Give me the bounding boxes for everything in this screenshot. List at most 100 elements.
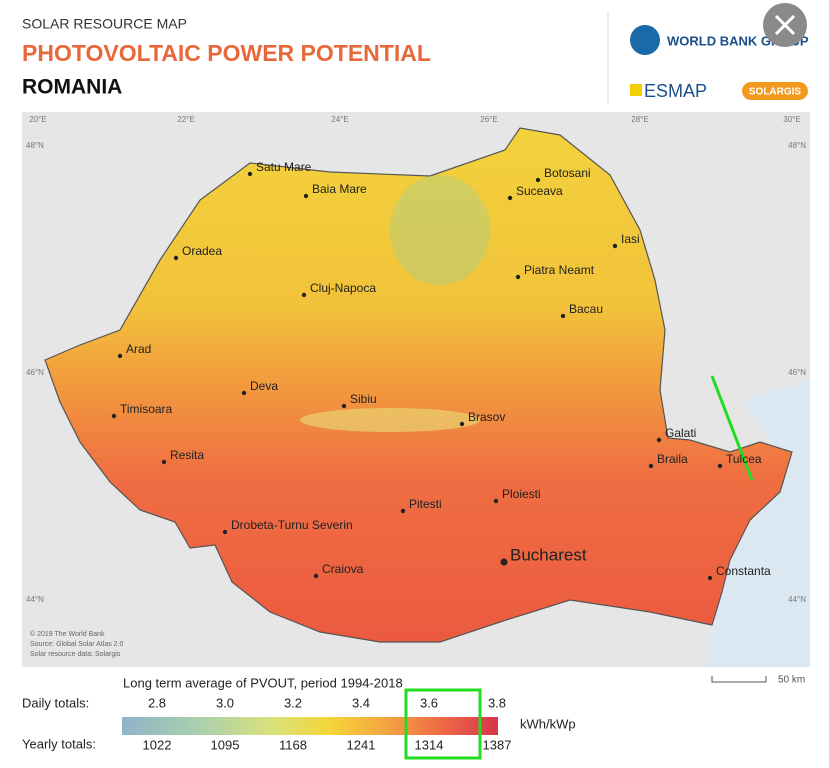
carpathians-green (390, 175, 490, 285)
graticule-label: 24°E (331, 115, 348, 124)
city-dot (500, 558, 508, 566)
romania (44, 127, 793, 643)
graticule-label: 44°N (788, 595, 806, 604)
city-dot (313, 573, 319, 579)
highlight-box (404, 688, 482, 760)
city-label: Ploiesti (502, 487, 541, 501)
legend-values: 2.8 3.0 3.2 3.4 3.6 3.8 1022 1095 1168 1241 1314 13… (143, 695, 512, 752)
city-label: Pitesti (409, 497, 442, 511)
city-dot (507, 195, 513, 201)
credit: © 2019 The World Bank (30, 630, 105, 638)
solargis-badge (742, 82, 808, 100)
color-bar (122, 717, 498, 735)
city-dot (161, 459, 167, 465)
city-dot (117, 353, 123, 359)
daily-value: 3.8 (488, 695, 506, 710)
daily-label: Daily totals: (22, 695, 89, 710)
yearly-value: 1168 (279, 737, 307, 752)
kicker: SOLAR RESOURCE MAP (22, 16, 187, 32)
city-dot (301, 292, 307, 298)
wb-logo-icon (630, 25, 660, 55)
city-label: Satu Mare (256, 160, 312, 174)
city-dot (222, 529, 228, 535)
city-dot (241, 390, 247, 396)
city-label: Sibiu (350, 392, 377, 406)
city-label: Galati (665, 426, 696, 440)
esmap-icon (630, 84, 642, 96)
graticule-label: 48°N (788, 141, 806, 150)
close-icon[interactable] (774, 14, 796, 36)
city-label: Suceava (516, 184, 563, 198)
daily-value: 3.0 (216, 695, 234, 710)
city-dot (493, 498, 499, 504)
city-label: Bucharest (510, 545, 587, 564)
graticule-label: 22°E (177, 115, 194, 124)
daily-value: 3.2 (284, 695, 302, 710)
graticule-label: 26°E (480, 115, 497, 124)
city-dot (341, 403, 347, 409)
city-label: Resita (170, 448, 204, 462)
graticule: 20°E 22°E 24°E 26°E 28°E 30°E 48°N 46°N 44°N 48°N… (26, 115, 806, 604)
city-label: Oradea (182, 244, 222, 258)
city-dot (535, 177, 541, 183)
city-label: Bacau (569, 302, 603, 316)
city-dot (707, 575, 713, 581)
city-label: Drobeta-Turnu Severin (231, 518, 353, 532)
yearly-value: 1022 (143, 737, 172, 752)
yearly-label: Yearly totals: (22, 736, 96, 751)
credit: Source: Global Solar Atlas 2.0 (30, 641, 123, 648)
graticule-label: 48°N (26, 141, 44, 150)
city-dot (560, 313, 566, 319)
daily-value: 3.4 (352, 695, 370, 710)
city-dot (648, 463, 654, 469)
city-dot (247, 171, 253, 177)
logo-solargis: SOLARGIS (749, 87, 802, 98)
daily-value: 2.8 (148, 695, 166, 710)
city-label: Cluj-Napoca (310, 281, 376, 295)
yearly-value: 1387 (483, 737, 512, 752)
graticule-label: 46°N (26, 368, 44, 377)
city-label: Deva (250, 379, 278, 393)
city-dot (612, 243, 618, 249)
graticule-label: 46°N (788, 368, 806, 377)
city-label: Timisoara (120, 402, 173, 416)
city-label: Botosani (544, 166, 591, 180)
scale-bar (711, 676, 767, 683)
city-dot (717, 463, 723, 469)
city-label: Brasov (468, 410, 505, 424)
graticule-label: 20°E (29, 115, 46, 124)
scale-label: 50 km (778, 675, 805, 686)
close-button[interactable] (763, 3, 807, 47)
logo-esmap: ESMAP (644, 81, 707, 101)
city-dot (400, 508, 406, 514)
credit: Solar resource data: Solargis (30, 651, 121, 658)
legend-caption: Long term average of PVOUT, period 1994-… (123, 675, 403, 690)
title: PHOTOVOLTAIC POWER POTENTIAL (22, 40, 431, 66)
city-label: Constanta (716, 564, 771, 578)
city-label: Tulcea (726, 452, 762, 466)
city-label: Baia Mare (312, 182, 367, 196)
city-dot (459, 421, 465, 427)
daily-value: 3.6 (420, 695, 438, 710)
graticule-label: 44°N (26, 595, 44, 604)
fagaras-band (300, 408, 480, 432)
yearly-value: 1095 (211, 737, 240, 752)
annotation-arrow (710, 375, 754, 481)
graticule-label: 30°E (783, 115, 800, 124)
country: ROMANIA (22, 76, 122, 99)
city-label: Braila (657, 452, 688, 466)
yearly-value: 1314 (415, 737, 444, 752)
yearly-value: 1241 (347, 737, 376, 752)
city-label: Craiova (322, 562, 364, 576)
legend-unit: kWh/kWp (520, 716, 576, 731)
city-label: Iasi (621, 232, 640, 246)
city-dot (515, 274, 521, 280)
city-dot (656, 437, 662, 443)
city-label: Piatra Neamt (524, 263, 595, 277)
city-dot (173, 255, 179, 261)
graticule-label: 28°E (631, 115, 648, 124)
city-label: Arad (126, 342, 151, 356)
